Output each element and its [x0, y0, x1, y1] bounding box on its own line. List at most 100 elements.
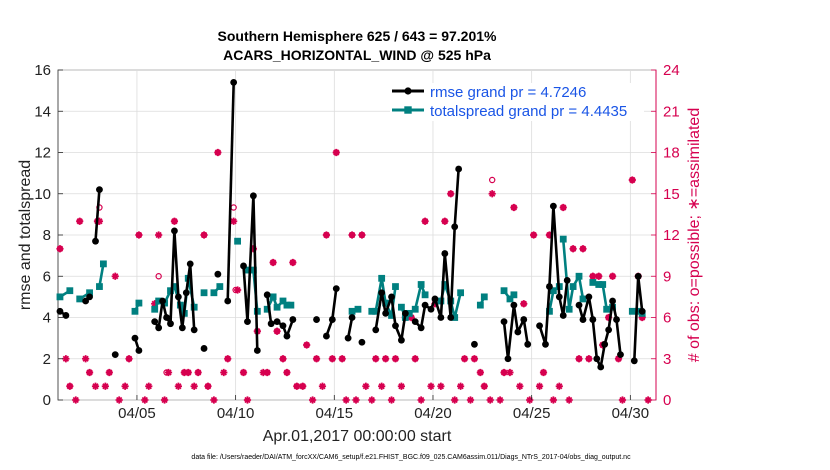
totalspread-point: [451, 314, 459, 321]
y-right-tick-label: 15: [663, 186, 680, 203]
obs-assimilated-point: [151, 300, 159, 308]
rmse-line-segment: [414, 168, 460, 330]
rmse-line-segment: [226, 82, 235, 302]
totalspread-point: [457, 289, 465, 297]
rmse-point: [186, 260, 194, 268]
totalspread-point: [441, 281, 449, 288]
rmse-point: [313, 316, 320, 323]
rmse-point: [332, 285, 340, 293]
obs-assimilated-point: [605, 313, 613, 322]
rmse-point: [500, 318, 508, 326]
obs-assimilated-point: [488, 190, 496, 198]
totalspread-point: [575, 272, 583, 280]
rmse-point: [609, 297, 616, 305]
rmse-point: [214, 270, 222, 278]
totalspread-point: [171, 283, 178, 290]
totalspread-point: [506, 295, 514, 303]
y-tick-label: 4: [43, 310, 51, 327]
obs-assimilated-point: [510, 203, 518, 212]
obs-assimilated-point: [451, 396, 459, 404]
obs-assimilated-point: [111, 272, 119, 280]
y-tick-label: 6: [43, 268, 51, 285]
totalspread-point: [151, 305, 159, 313]
rmse-point: [163, 314, 170, 321]
rmse-point: [630, 357, 638, 365]
obs-assimilated-point: [194, 368, 202, 377]
rmse-point: [372, 326, 380, 334]
y-tick-label: 12: [34, 145, 51, 162]
rmse-point: [542, 340, 549, 348]
obs-assimilated-point: [470, 355, 479, 363]
obs-assimilated-point: [387, 396, 396, 404]
rmse-point: [155, 324, 163, 332]
obs-assimilated-point: [279, 355, 287, 363]
obs-assimilated-point: [460, 355, 469, 363]
chart-title: Southern Hemisphere 625 / 643 = 97.201%: [218, 28, 498, 44]
totalspread-point: [244, 266, 251, 274]
obs-assimilated-point: [496, 396, 504, 404]
rmse-point: [392, 322, 399, 330]
rmse-point: [504, 355, 512, 363]
obs-assimilated-point: [644, 396, 652, 404]
y-right-tick-label: 3: [663, 351, 671, 368]
obs-assimilated-point: [243, 396, 252, 404]
obs-assimilated-point: [382, 355, 390, 363]
rmse-point: [328, 316, 336, 323]
totalspread-point: [76, 295, 84, 303]
totalspread-point: [210, 289, 218, 297]
rmse-point: [348, 314, 356, 321]
obs-assimilated-point: [184, 368, 192, 377]
obs-assimilated-point: [411, 355, 419, 363]
rmse-point: [240, 262, 247, 270]
rmse-point: [388, 293, 395, 301]
rmse-point: [378, 289, 386, 297]
y-right-tick-label: 24: [663, 62, 680, 79]
footnote: data file: /Users/raeder/DAI/ATM_forcXX/…: [191, 454, 631, 461]
obs-assimilated-point: [85, 368, 94, 377]
totalspread-point: [155, 297, 163, 305]
obs-assimilated-point: [535, 382, 544, 390]
obs-assimilated-point: [585, 355, 593, 363]
totalspread-point: [382, 299, 390, 307]
rmse-line-segment: [94, 189, 101, 242]
y-tick-label: 2: [43, 351, 51, 368]
totalspread-point: [398, 303, 405, 311]
rmse-line-segment: [242, 194, 259, 351]
obs-assimilated-point: [628, 176, 636, 184]
obs-assimilated-point: [160, 396, 169, 404]
obs-assimilated-point: [368, 396, 376, 404]
obs-assimilated-point: [283, 368, 291, 377]
totalspread-point: [579, 295, 587, 303]
obs-assimilated-point: [328, 355, 336, 363]
obs-assimilated-point: [378, 382, 386, 390]
legend-rmse-marker: [404, 87, 412, 95]
rmse-point: [455, 165, 463, 173]
totalspread-point: [279, 297, 287, 305]
legend: rmse grand pr = 4.7246 totalspread grand…: [390, 83, 644, 121]
obs-assimilated-point: [579, 245, 587, 253]
obs-assimilated-point: [318, 382, 327, 390]
obs-assimilated-point: [233, 286, 242, 294]
rmse-point: [417, 324, 425, 332]
obs-assimilated-point: [348, 231, 356, 239]
x-tick-label: 04/10: [217, 405, 255, 422]
totalspread-point: [348, 307, 356, 315]
obs-assimilated-point: [105, 368, 113, 377]
rmse-point: [524, 340, 532, 348]
rmse-point: [613, 316, 620, 323]
y-tick-label: 14: [34, 103, 51, 120]
y-axis-right-ticks: 0 3 6 9 12 15 18 21 24: [651, 62, 680, 409]
y-right-tick-label: 9: [663, 268, 671, 285]
obs-assimilated-point: [214, 148, 222, 157]
obs-assimilated-point: [476, 368, 484, 377]
obs-assimilated-point: [332, 148, 340, 157]
legend-rmse-label: rmse grand pr = 4.7246: [430, 84, 586, 101]
totalspread-point: [595, 281, 603, 288]
rmse-point: [111, 351, 119, 359]
rmse-point: [617, 351, 624, 359]
totalspread-point: [480, 293, 488, 301]
y-right-tick-label: 12: [663, 227, 680, 244]
y-tick-label: 0: [43, 392, 51, 409]
obs-assimilated-point: [421, 217, 429, 225]
